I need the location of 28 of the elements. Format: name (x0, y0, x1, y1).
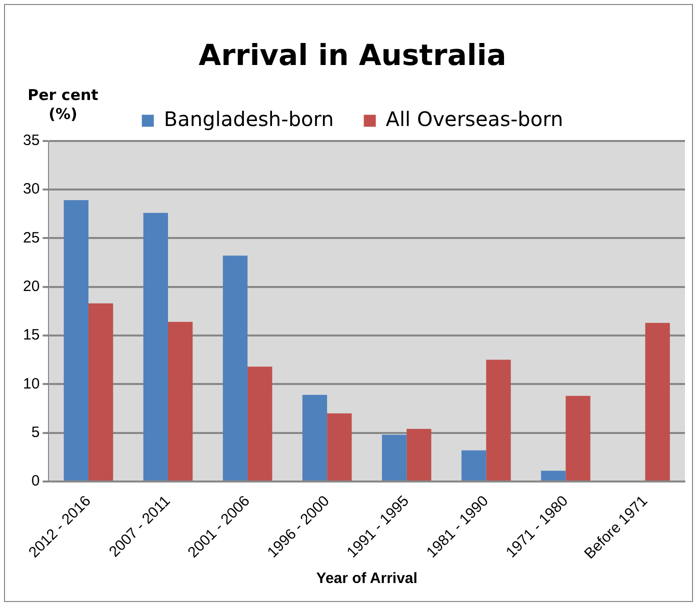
y-tick-label: 30 (22, 180, 40, 198)
y-tick-label: 10 (22, 375, 40, 392)
legend-label: Bangladesh-born (164, 107, 334, 132)
legend-label: All Overseas-born (386, 107, 564, 132)
bar (248, 366, 272, 480)
bar (168, 322, 193, 480)
bar (327, 413, 352, 480)
bar (486, 360, 511, 480)
bar (406, 428, 432, 480)
bar (382, 434, 407, 480)
y-tick-label: 5 (31, 424, 40, 441)
bar (88, 303, 114, 480)
y-tick-label: 0 (31, 472, 40, 490)
bar (64, 200, 88, 480)
x-axis-title: Year of Arrival (316, 570, 418, 588)
bar (302, 394, 328, 480)
y-tick-label: 15 (22, 326, 40, 344)
y-tick-label: 25 (22, 229, 40, 246)
bar (566, 396, 590, 480)
chart-title: Arrival in Australia (198, 38, 506, 72)
y-tick-label: 35 (22, 132, 40, 149)
bar (461, 450, 486, 480)
y-tick-label: 20 (22, 278, 40, 295)
y-axis-title: Per cent (%) (26, 86, 100, 124)
bar (222, 256, 248, 480)
bar (143, 212, 168, 480)
bar (541, 470, 566, 480)
bar (645, 322, 670, 480)
